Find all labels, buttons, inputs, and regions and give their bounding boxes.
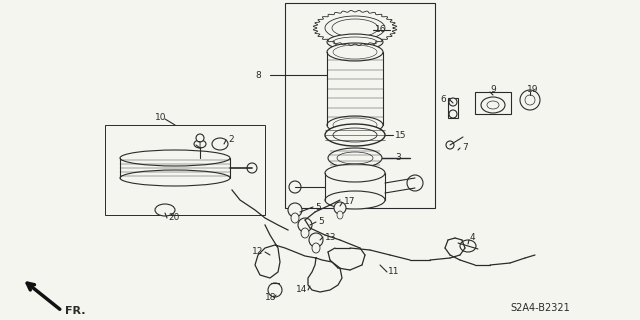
- Ellipse shape: [327, 43, 383, 61]
- Ellipse shape: [309, 233, 323, 247]
- Ellipse shape: [327, 34, 383, 50]
- Text: 10: 10: [155, 114, 166, 123]
- Text: 2: 2: [228, 135, 234, 145]
- Ellipse shape: [337, 152, 373, 164]
- Ellipse shape: [155, 204, 175, 216]
- Ellipse shape: [520, 90, 540, 110]
- Text: 12: 12: [252, 247, 264, 257]
- Ellipse shape: [407, 175, 423, 191]
- Text: 11: 11: [388, 268, 399, 276]
- Text: 8: 8: [255, 70, 260, 79]
- Bar: [475, 92, 511, 114]
- Ellipse shape: [487, 101, 499, 109]
- Ellipse shape: [312, 243, 320, 253]
- Ellipse shape: [460, 240, 476, 252]
- Text: 5: 5: [318, 218, 324, 227]
- Ellipse shape: [449, 110, 457, 118]
- Ellipse shape: [332, 19, 378, 37]
- Text: FR.: FR.: [65, 306, 86, 316]
- Text: 9: 9: [490, 85, 496, 94]
- Ellipse shape: [325, 124, 385, 146]
- Ellipse shape: [333, 128, 377, 142]
- Ellipse shape: [268, 283, 282, 297]
- Ellipse shape: [289, 181, 301, 193]
- Text: 3: 3: [395, 154, 401, 163]
- Text: 14: 14: [296, 285, 307, 294]
- Ellipse shape: [327, 116, 383, 134]
- Ellipse shape: [291, 213, 299, 223]
- Ellipse shape: [333, 37, 377, 47]
- Ellipse shape: [196, 134, 204, 142]
- Text: 17: 17: [344, 197, 355, 206]
- Ellipse shape: [481, 97, 505, 113]
- Text: 20: 20: [168, 213, 179, 222]
- Ellipse shape: [247, 163, 257, 173]
- Ellipse shape: [337, 211, 343, 219]
- Ellipse shape: [449, 98, 457, 106]
- Ellipse shape: [446, 141, 454, 149]
- Ellipse shape: [525, 95, 535, 105]
- Ellipse shape: [334, 202, 346, 214]
- Text: S2A4-B2321: S2A4-B2321: [510, 303, 570, 313]
- Text: 19: 19: [527, 85, 538, 94]
- Text: 7: 7: [462, 143, 468, 153]
- Ellipse shape: [288, 203, 302, 217]
- Ellipse shape: [328, 148, 382, 168]
- Text: 16: 16: [375, 26, 387, 35]
- Polygon shape: [105, 125, 265, 215]
- Ellipse shape: [120, 170, 230, 186]
- Ellipse shape: [120, 150, 230, 166]
- Text: 5: 5: [315, 203, 321, 212]
- Ellipse shape: [301, 228, 309, 238]
- Bar: [448, 98, 458, 118]
- Bar: [285, 3, 435, 208]
- Ellipse shape: [325, 164, 385, 182]
- Ellipse shape: [194, 140, 206, 148]
- Ellipse shape: [298, 218, 312, 232]
- Text: 13: 13: [325, 233, 337, 242]
- Text: 4: 4: [470, 234, 476, 243]
- Ellipse shape: [212, 138, 228, 150]
- Ellipse shape: [325, 191, 385, 209]
- Text: 15: 15: [395, 131, 406, 140]
- Text: 18: 18: [265, 293, 276, 302]
- Text: 1: 1: [197, 140, 203, 149]
- Ellipse shape: [325, 16, 385, 40]
- Text: 6: 6: [440, 95, 445, 105]
